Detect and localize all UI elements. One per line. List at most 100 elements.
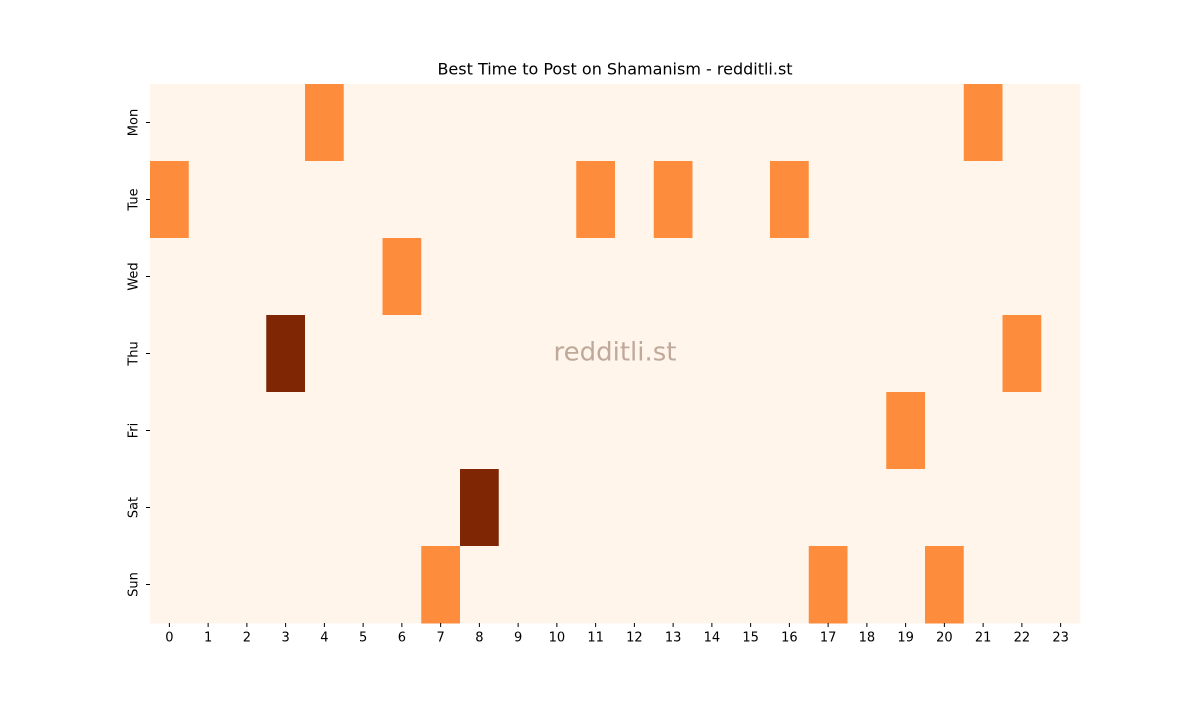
cell — [1041, 546, 1081, 624]
cell — [1041, 469, 1081, 547]
cell — [460, 546, 500, 624]
cell — [808, 392, 848, 470]
x-tick-label: 6 — [398, 631, 406, 646]
cell — [343, 161, 383, 239]
x-tick-label: 19 — [897, 631, 914, 646]
cell — [1002, 84, 1042, 162]
cell — [615, 392, 655, 470]
cell — [653, 238, 693, 316]
y-tick-label: Mon — [127, 109, 142, 136]
cell — [305, 546, 345, 624]
cell — [266, 161, 306, 239]
cell — [576, 392, 616, 470]
cell — [770, 238, 810, 316]
cell — [963, 469, 1003, 547]
cell — [537, 392, 577, 470]
cell — [847, 315, 887, 393]
cell — [188, 546, 228, 624]
cell — [847, 392, 887, 470]
cell — [343, 546, 383, 624]
cell — [770, 315, 810, 393]
cell — [615, 469, 655, 547]
cell — [498, 392, 538, 470]
cell — [382, 315, 422, 393]
cell — [963, 392, 1003, 470]
cell — [653, 84, 693, 162]
cell — [1002, 315, 1042, 393]
cell — [925, 469, 965, 547]
cell — [305, 392, 345, 470]
cell — [808, 315, 848, 393]
x-tick-label: 9 — [514, 631, 522, 646]
y-tick-label: Wed — [127, 262, 142, 290]
x-tick-label: 2 — [243, 631, 251, 646]
cell — [382, 546, 422, 624]
y-tick-label: Sat — [127, 497, 142, 518]
y-tick-label: Thu — [127, 341, 142, 366]
cell — [963, 315, 1003, 393]
cell — [963, 161, 1003, 239]
cell — [770, 161, 810, 239]
cell — [770, 84, 810, 162]
cell — [615, 315, 655, 393]
cell — [963, 546, 1003, 624]
cell — [305, 84, 345, 162]
cell — [460, 238, 500, 316]
cell — [653, 546, 693, 624]
cell — [692, 469, 732, 547]
cell — [615, 238, 655, 316]
cell — [653, 161, 693, 239]
x-tick-label: 5 — [359, 631, 367, 646]
cell — [382, 469, 422, 547]
cell — [925, 546, 965, 624]
cell — [150, 315, 190, 393]
y-tick-label: Sun — [127, 572, 142, 597]
cell — [421, 546, 461, 624]
cell — [731, 546, 771, 624]
cell — [343, 238, 383, 316]
cell — [731, 238, 771, 316]
cell — [653, 392, 693, 470]
cell — [150, 392, 190, 470]
cell — [692, 546, 732, 624]
cell — [692, 161, 732, 239]
x-tick-label: 1 — [204, 631, 212, 646]
heatmap — [150, 84, 1081, 624]
cell — [808, 84, 848, 162]
cell — [150, 161, 190, 239]
x-tick-label: 15 — [742, 631, 759, 646]
cell — [421, 238, 461, 316]
x-tick-label: 4 — [320, 631, 328, 646]
cell — [692, 238, 732, 316]
x-tick-label: 23 — [1052, 631, 1069, 646]
cell — [421, 161, 461, 239]
cell — [382, 392, 422, 470]
cell — [227, 469, 267, 547]
x-tick-label: 21 — [975, 631, 992, 646]
cell — [692, 84, 732, 162]
cell — [343, 84, 383, 162]
cell — [537, 161, 577, 239]
cell — [847, 469, 887, 547]
cell — [615, 161, 655, 239]
cell — [963, 238, 1003, 316]
cell — [421, 392, 461, 470]
chart-title: Best Time to Post on Shamanism - redditl… — [437, 60, 792, 79]
cell — [150, 546, 190, 624]
cell — [266, 84, 306, 162]
cell — [305, 238, 345, 316]
cell — [886, 84, 926, 162]
cell — [421, 84, 461, 162]
x-tick-label: 10 — [549, 631, 566, 646]
cell — [498, 238, 538, 316]
x-tick-label: 3 — [281, 631, 289, 646]
cell — [382, 84, 422, 162]
cell — [1041, 392, 1081, 470]
cell — [343, 469, 383, 547]
cell — [770, 469, 810, 547]
cell — [925, 238, 965, 316]
cell — [188, 161, 228, 239]
cell — [537, 238, 577, 316]
cell — [188, 315, 228, 393]
